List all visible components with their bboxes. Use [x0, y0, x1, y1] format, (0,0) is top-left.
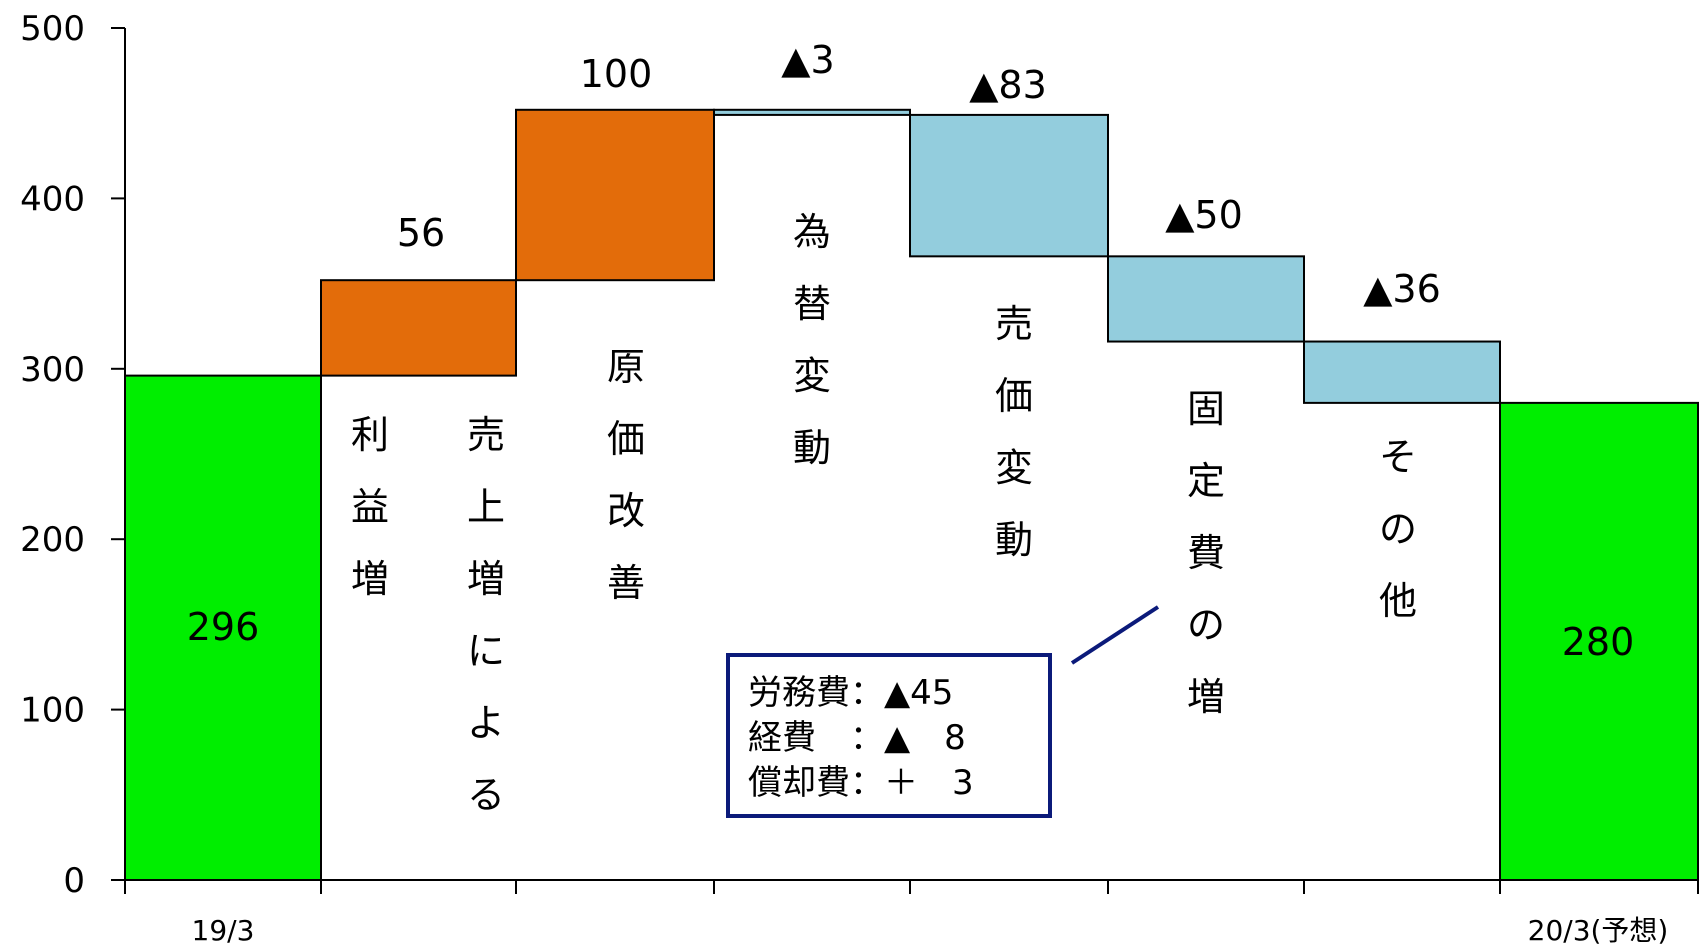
y-tick-label-4: 400	[20, 179, 85, 219]
value-label-2: 100	[580, 52, 653, 96]
vertical-label-5-0: 固定費の増	[1187, 387, 1225, 719]
vertical-label-2-0: 原価改善	[607, 345, 645, 605]
x-category-label-7: 20/3(予想)	[1528, 914, 1669, 947]
vertical-label-3-0: 為替変動	[793, 210, 831, 470]
value-label-3: ▲3	[781, 38, 834, 82]
bar-4	[909, 113, 1109, 258]
bar-6	[1303, 340, 1501, 404]
y-tick-label-5: 500	[20, 9, 85, 49]
bar-5	[1107, 255, 1305, 343]
note-line-depreciation: 償却費：＋ 3	[748, 763, 974, 803]
x-category-label-0: 19/3	[192, 914, 255, 947]
vertical-label-1-0: 利益増	[351, 413, 389, 601]
vertical-label-4-0: 売価変動	[995, 302, 1033, 562]
bars-layer	[124, 108, 1699, 881]
note-line-expenses: 経費 ：▲ 8	[748, 718, 966, 758]
bar-1	[320, 279, 517, 377]
bar-0	[124, 374, 322, 881]
bar-7	[1499, 401, 1699, 881]
labels-layer: 0 100 200 300 400 500 19/3 20/3(予想) 296 56 100 ▲3 ▲8…	[20, 9, 1668, 947]
value-label-7: 280	[1562, 620, 1635, 664]
bar-3	[713, 108, 911, 116]
y-tick-label-0: 0	[63, 861, 85, 901]
value-label-6: ▲36	[1363, 267, 1441, 311]
bar-2	[515, 108, 715, 282]
note-line-labor-cost: 労務費：▲45	[748, 673, 954, 713]
y-tick-label-1: 100	[20, 691, 85, 731]
y-tick-label-3: 300	[20, 350, 85, 390]
y-tick-label-2: 200	[20, 520, 85, 560]
callout-pointer-line	[1070, 605, 1160, 665]
fixed-cost-breakdown-box: 労務費：▲45 経費 ：▲ 8 償却費：＋ 3	[726, 653, 1052, 818]
value-label-5: ▲50	[1165, 193, 1243, 237]
vertical-label-6-0: その他	[1379, 435, 1417, 623]
value-label-1: 56	[397, 211, 445, 255]
axes-layer	[111, 27, 1699, 894]
value-label-4: ▲83	[969, 63, 1047, 107]
value-label-0: 296	[187, 605, 260, 649]
vertical-label-1-1: 売上増による	[467, 413, 505, 817]
